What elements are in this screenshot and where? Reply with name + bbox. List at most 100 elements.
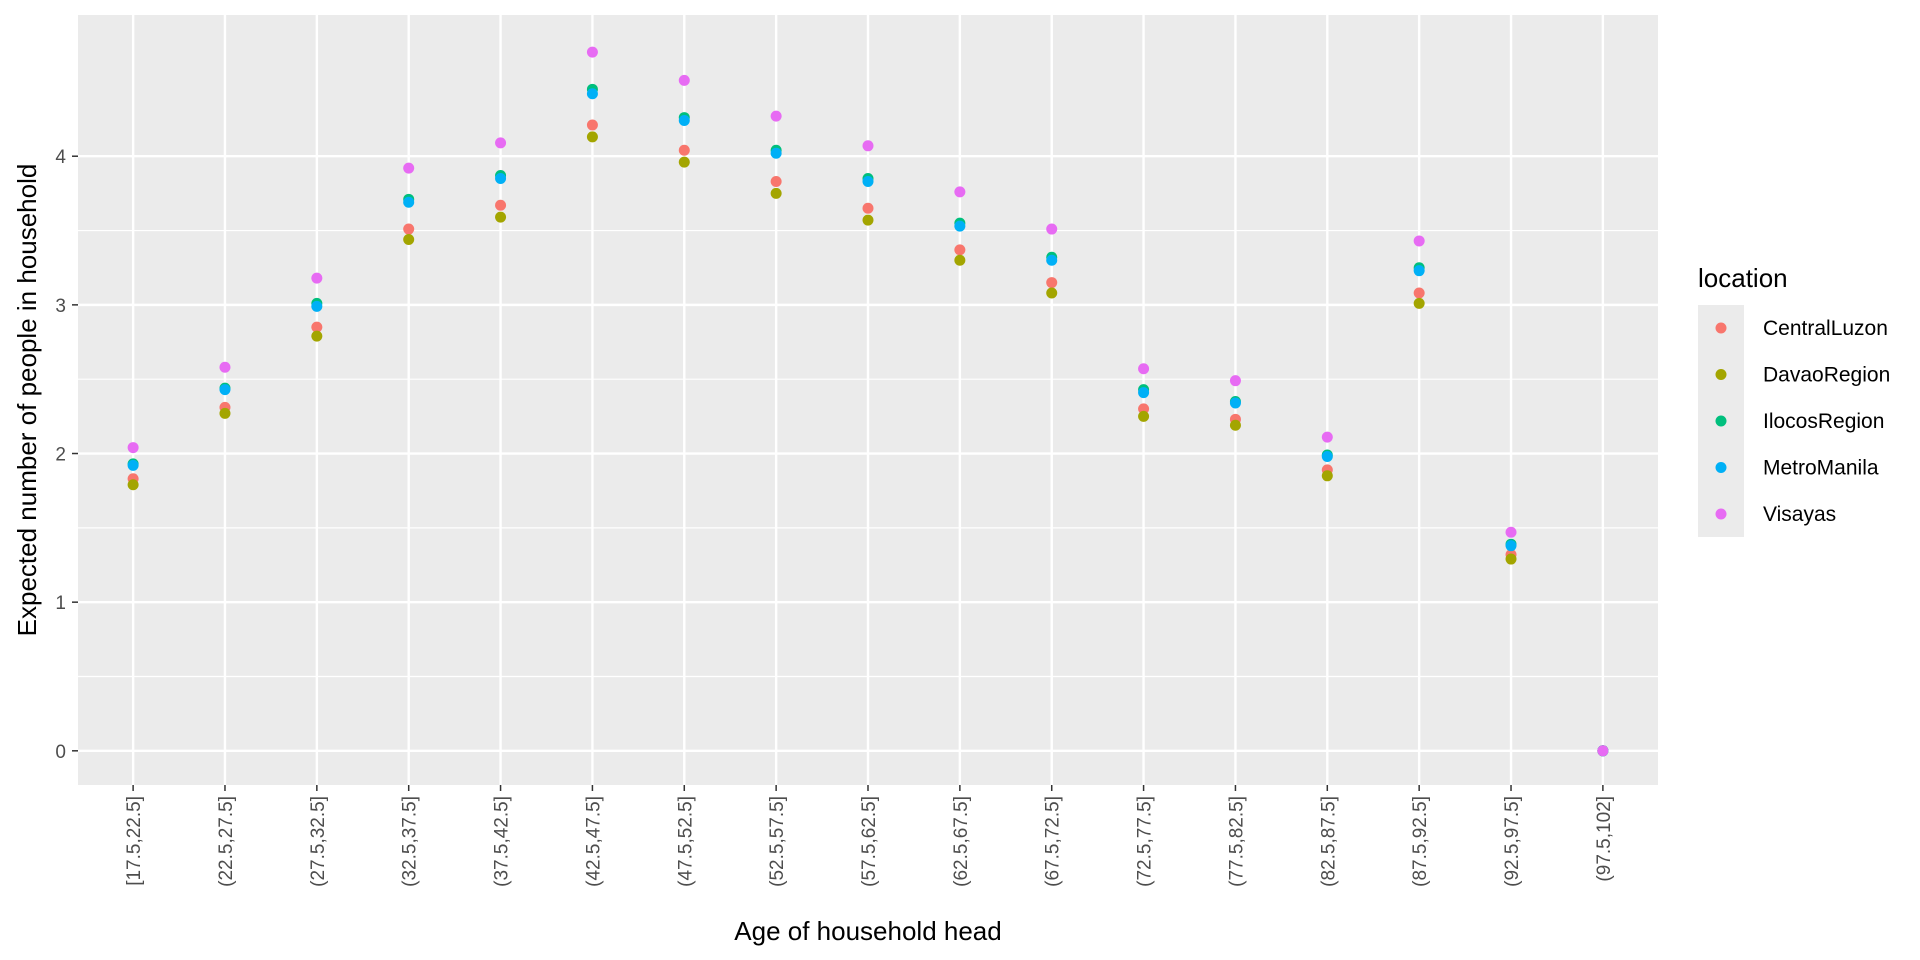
data-point xyxy=(1413,235,1425,247)
x-tick-label: (67.5,72.5] xyxy=(1043,796,1064,887)
data-point xyxy=(219,361,231,373)
data-point xyxy=(403,162,415,174)
data-point xyxy=(1321,431,1333,443)
data-point xyxy=(678,144,690,156)
legend-label: CentralLuzon xyxy=(1763,317,1888,340)
data-point xyxy=(586,46,598,58)
data-point xyxy=(862,140,874,152)
data-point xyxy=(1413,265,1425,277)
y-tick-label: 2 xyxy=(55,445,66,466)
x-tick-label: (97.5,102] xyxy=(1594,796,1615,882)
data-point xyxy=(219,384,231,396)
data-point xyxy=(770,175,782,187)
y-axis: 0 1 2 3 4 xyxy=(55,147,78,763)
data-point xyxy=(1505,553,1517,565)
y-tick-label: 0 xyxy=(55,742,66,763)
x-tick-label: (42.5,47.5] xyxy=(583,796,604,887)
data-point xyxy=(495,173,507,185)
data-point xyxy=(1138,363,1150,375)
data-points xyxy=(127,46,1609,757)
data-point xyxy=(1321,470,1333,482)
data-point xyxy=(1138,410,1150,422)
legend-label: Visayas xyxy=(1763,503,1836,526)
data-point xyxy=(1505,526,1517,538)
x-tick-label: (47.5,52.5] xyxy=(675,796,696,887)
x-tick-label: (82.5,87.5] xyxy=(1318,796,1339,887)
data-point xyxy=(770,147,782,159)
data-point xyxy=(862,175,874,187)
data-point xyxy=(954,220,966,232)
data-point xyxy=(1229,397,1241,409)
legend-key xyxy=(1715,322,1727,334)
x-tick-label: (62.5,67.5] xyxy=(951,796,972,887)
data-point xyxy=(311,330,323,342)
x-tick-label: (32.5,37.5] xyxy=(400,796,421,887)
data-point xyxy=(403,223,415,235)
y-axis-title: Expected number of people in household xyxy=(12,164,42,637)
x-tick-label: (57.5,62.5] xyxy=(859,796,880,887)
data-point xyxy=(586,131,598,143)
y-tick-label: 4 xyxy=(55,147,66,168)
x-axis: [17.5,22.5] (22.5,27.5] (27.5,32.5] (32.5,3… xyxy=(124,785,1615,887)
data-point xyxy=(586,88,598,100)
data-point xyxy=(1229,419,1241,431)
legend-label: MetroManila xyxy=(1763,457,1879,480)
x-tick-label: (37.5,42.5] xyxy=(492,796,513,887)
data-point xyxy=(1046,287,1058,299)
x-tick-label: (77.5,82.5] xyxy=(1226,796,1247,887)
data-point xyxy=(862,202,874,214)
x-tick-label: (92.5,97.5] xyxy=(1502,796,1523,887)
x-tick-label: (22.5,27.5] xyxy=(216,796,237,887)
data-point xyxy=(219,407,231,419)
legend-key xyxy=(1715,369,1727,380)
data-point xyxy=(862,214,874,226)
data-point xyxy=(1138,387,1150,399)
x-tick-label: [17.5,22.5] xyxy=(124,796,145,886)
data-point xyxy=(127,459,139,471)
data-point xyxy=(403,196,415,208)
data-point xyxy=(1413,297,1425,309)
legend-key xyxy=(1715,415,1727,427)
data-point xyxy=(1046,223,1058,235)
legend-label: IlocosRegion xyxy=(1763,410,1884,433)
y-tick-label: 1 xyxy=(55,593,66,614)
legend-items: CentralLuzon DavaoRegion IlocosRegion Metro… xyxy=(1715,317,1890,526)
data-point xyxy=(127,442,139,454)
legend-key xyxy=(1715,508,1727,520)
data-point xyxy=(1229,375,1241,387)
data-point xyxy=(1046,277,1058,289)
data-point xyxy=(495,211,507,223)
data-point xyxy=(311,272,323,284)
legend: location CentralLuzon DavaoRegion IlocosRe… xyxy=(1698,263,1890,537)
data-point xyxy=(127,479,139,491)
data-point xyxy=(678,156,690,168)
data-point xyxy=(770,187,782,199)
data-point xyxy=(311,300,323,312)
data-point xyxy=(1505,540,1517,552)
data-point xyxy=(311,321,323,333)
data-point xyxy=(678,74,690,86)
data-point xyxy=(954,254,966,266)
data-point xyxy=(1597,745,1609,757)
data-point xyxy=(1046,254,1058,266)
x-axis-title: Age of household head xyxy=(734,916,1001,946)
x-tick-label: (72.5,77.5] xyxy=(1135,796,1156,887)
data-point xyxy=(678,115,690,127)
data-point xyxy=(586,119,598,131)
legend-label: DavaoRegion xyxy=(1763,364,1890,387)
x-tick-label: (27.5,32.5] xyxy=(308,796,329,887)
data-point xyxy=(954,244,966,256)
data-point xyxy=(1413,287,1425,299)
x-tick-label: (87.5,92.5] xyxy=(1410,796,1431,887)
legend-title: location xyxy=(1698,263,1788,293)
data-point xyxy=(495,137,507,149)
series-Visayas xyxy=(127,46,1609,757)
data-point xyxy=(770,110,782,122)
data-point xyxy=(1321,450,1333,462)
data-point xyxy=(495,199,507,211)
y-tick-label: 3 xyxy=(55,296,66,317)
legend-key xyxy=(1715,462,1727,473)
data-point xyxy=(954,186,966,198)
